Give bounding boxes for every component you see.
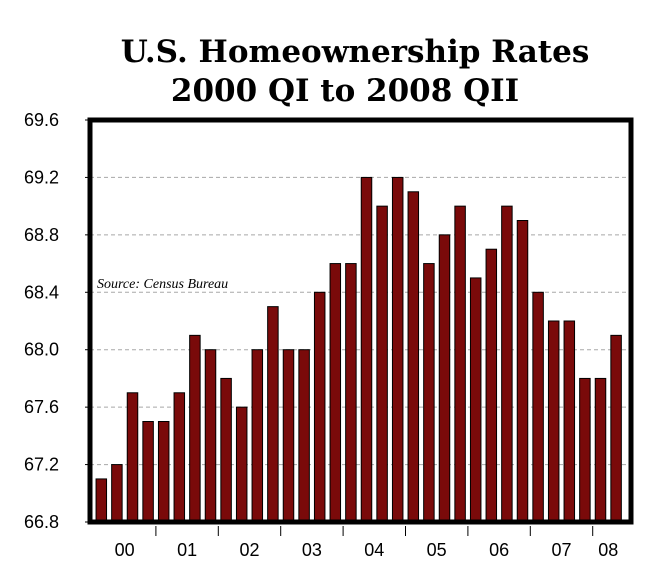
bar-3 <box>142 421 154 523</box>
bar-28 <box>532 291 544 523</box>
bar-4 <box>157 421 170 523</box>
plot-frame <box>87 117 634 525</box>
x-tick-label-6: 06 <box>489 540 509 560</box>
x-tick-label-2: 02 <box>239 540 259 560</box>
bar-23 <box>454 205 466 523</box>
bar-24 <box>469 277 482 523</box>
bar-26 <box>501 205 513 523</box>
y-tick-label-0: 66.8 <box>24 512 59 532</box>
x-tick-label-1: 01 <box>177 540 197 560</box>
bar-17 <box>360 176 373 523</box>
bar-32 <box>594 377 607 523</box>
x-axis-ticks: 00 01 02 03 04 05 06 07 08 <box>115 526 618 560</box>
bar-7 <box>204 349 217 523</box>
bar-series <box>95 176 622 523</box>
source-annotation: Source: Census Bureau <box>97 277 228 292</box>
bar-9 <box>235 406 248 523</box>
bar-25 <box>485 248 498 523</box>
x-tick-label-3: 03 <box>302 540 322 560</box>
x-tick-label-0: 00 <box>115 540 135 560</box>
y-axis-ticks: 66.8 67.2 67.6 68.0 68.4 68.8 69.2 69.6 <box>24 110 90 532</box>
bar-21 <box>423 263 435 523</box>
bar-8 <box>220 377 232 523</box>
bar-31 <box>579 377 591 523</box>
y-tick-label-7: 69.6 <box>24 110 59 130</box>
x-tick-label-7: 07 <box>551 540 571 560</box>
bar-14 <box>313 291 326 523</box>
y-tick-label-3: 68.0 <box>24 340 59 360</box>
bar-27 <box>516 220 529 523</box>
bar-15 <box>329 263 342 523</box>
bar-20 <box>407 191 420 523</box>
bar-12 <box>282 349 295 523</box>
y-tick-label-6: 69.2 <box>24 167 59 187</box>
bar-0 <box>95 478 108 523</box>
bar-30 <box>563 320 576 523</box>
bar-18 <box>376 205 388 523</box>
x-tick-label-5: 05 <box>427 540 447 560</box>
y-tick-label-2: 67.6 <box>24 397 59 417</box>
bar-6 <box>189 334 201 523</box>
x-tick-label-8: 08 <box>598 540 618 560</box>
x-tick-label-4: 04 <box>364 540 384 560</box>
bar-13 <box>298 349 310 523</box>
chart-title-line-1: U.S. Homeownership Rates <box>121 34 590 70</box>
y-tick-label-5: 68.8 <box>24 225 59 245</box>
bar-10 <box>251 349 264 523</box>
bar-19 <box>391 176 404 523</box>
bar-16 <box>345 263 357 523</box>
bar-22 <box>438 234 451 523</box>
bar-1 <box>111 464 123 523</box>
chart-title-line-2: 2000 QI to 2008 QII <box>171 73 519 109</box>
bar-33 <box>610 334 622 523</box>
y-tick-label-4: 68.4 <box>24 282 59 302</box>
bar-29 <box>547 320 560 523</box>
bar-11 <box>267 306 279 523</box>
bar-2 <box>126 392 139 523</box>
y-tick-label-1: 67.2 <box>24 455 59 475</box>
bar-5 <box>173 392 186 523</box>
